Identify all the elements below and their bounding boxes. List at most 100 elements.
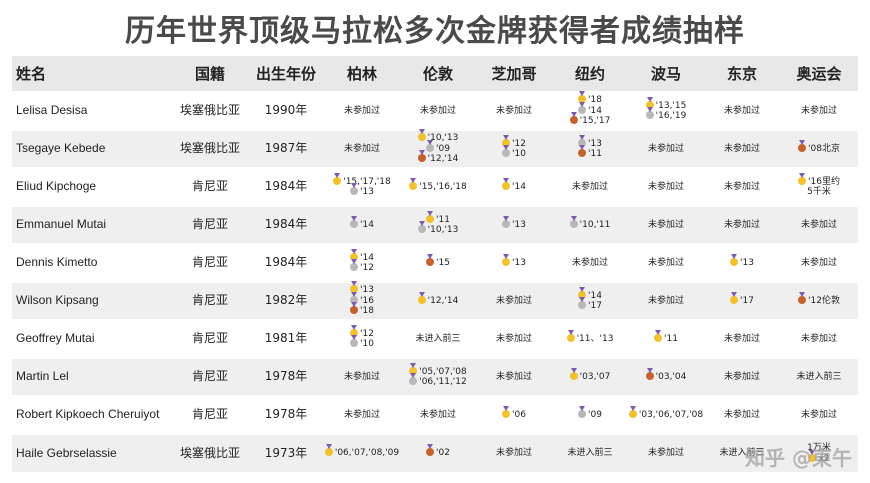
result-entry: '10,'13 xyxy=(400,129,476,143)
birth-year-cell: 1978年 xyxy=(248,357,324,396)
result-entry: 未参加过 xyxy=(324,372,400,382)
result-cell: 未参加过 xyxy=(780,205,858,244)
gold-medal-icon xyxy=(417,129,426,142)
result-text: 5千米 xyxy=(807,187,831,197)
result-entry: 未参加过 xyxy=(324,410,400,420)
silver-medal-icon xyxy=(569,215,578,228)
results-table: 姓名 国籍 出生年份 柏林 伦敦 芝加哥 纽约 波马 东京 奥运会 Lelisa… xyxy=(12,56,858,472)
gold-medal-icon xyxy=(578,91,587,104)
result-cell: '03,'04 xyxy=(628,357,704,396)
col-header-nationality: 国籍 xyxy=(172,56,248,92)
result-cell: 未参加过 xyxy=(704,357,780,396)
result-entry: 未参加过 xyxy=(476,448,552,458)
result-text: '09 xyxy=(588,409,602,420)
athlete-name: Tsegaye Kebede xyxy=(12,129,172,168)
table-row: Tsegaye Kebede 埃塞俄比亚 1987年 未参加过 '10,'13'09'1… xyxy=(12,129,858,168)
result-entry: '15,'17,'18 xyxy=(324,172,400,187)
result-entry: '15,'16,'18 xyxy=(400,177,476,192)
result-text: '14 xyxy=(512,181,526,192)
silver-medal-icon xyxy=(578,101,587,114)
nationality-cell: 肯尼亚 xyxy=(172,357,248,396)
nationality-cell: 肯尼亚 xyxy=(172,395,248,434)
silver-medal-icon xyxy=(578,405,587,418)
silver-medal-icon xyxy=(417,221,426,233)
result-cell: 未参加过 xyxy=(628,243,704,282)
result-cell: '12'10 xyxy=(476,129,552,168)
result-text: '10,'11 xyxy=(579,219,611,230)
result-entry: '16 xyxy=(324,291,400,306)
result-cell: '13 xyxy=(476,205,552,244)
result-text: '03,'04 xyxy=(655,371,687,382)
result-entry: '11、'13 xyxy=(552,329,628,344)
nationality-cell: 肯尼亚 xyxy=(172,281,248,320)
result-cell: '10,'13'09'12,'14 xyxy=(400,129,476,168)
result-text: 未参加过 xyxy=(343,409,380,420)
silver-medal-icon xyxy=(350,335,359,347)
result-cell: 未进入前三 xyxy=(780,357,858,396)
nationality-cell: 肯尼亚 xyxy=(172,167,248,206)
result-entry: 未参加过 xyxy=(704,220,780,230)
result-text: 未参加过 xyxy=(495,333,532,344)
result-text: 未进入前三 xyxy=(796,371,842,382)
result-cell: 未参加过 xyxy=(476,433,552,472)
result-cell: 未参加过 xyxy=(704,167,780,206)
result-entry: '13 xyxy=(476,253,552,268)
result-text: '05,'07,'08 xyxy=(419,366,467,377)
col-header-name: 姓名 xyxy=(12,56,172,92)
result-text: '13 xyxy=(512,257,526,268)
bronze-medal-icon xyxy=(350,302,359,315)
result-cell: 未参加过 xyxy=(476,319,552,358)
result-text: 未参加过 xyxy=(495,371,532,382)
header-row: 姓名 国籍 出生年份 柏林 伦敦 芝加哥 纽约 波马 东京 奥运会 xyxy=(12,56,858,92)
result-cell: 未参加过 xyxy=(552,167,628,206)
result-text: '10 xyxy=(360,339,374,349)
result-text: 未参加过 xyxy=(343,105,380,116)
result-entry: '12伦敦 xyxy=(780,291,858,306)
result-text: '06,'07,'08,'09 xyxy=(334,448,400,459)
result-entry: '14 xyxy=(552,286,628,301)
result-text: 未参加过 xyxy=(723,219,760,230)
result-text: 未参加过 xyxy=(647,295,684,306)
result-text: 未参加过 xyxy=(647,257,684,268)
result-cell: 未进入前三 xyxy=(704,433,780,472)
result-entry: '02 xyxy=(400,444,476,458)
result-text: 未参加过 xyxy=(647,181,684,192)
result-cell: 未参加过 xyxy=(704,91,780,130)
silver-medal-icon xyxy=(645,107,654,119)
result-entry: 未参加过 xyxy=(704,334,780,344)
gold-medal-icon xyxy=(502,405,511,418)
result-entry: 未进入前三 xyxy=(552,448,628,458)
result-entry: '17 xyxy=(704,291,780,306)
result-text: '16 xyxy=(360,295,374,306)
result-entry: '09 xyxy=(400,139,476,154)
result-cell: 未参加过 xyxy=(400,91,476,130)
result-text: '13 xyxy=(740,257,754,268)
result-entry: '12 xyxy=(324,259,400,273)
result-entry: 未参加过 xyxy=(476,372,552,382)
bronze-medal-icon xyxy=(426,444,435,457)
result-text: x2 xyxy=(818,453,830,464)
result-text: 未参加过 xyxy=(647,143,684,154)
col-header-birth-year: 出生年份 xyxy=(248,56,324,92)
result-cell: '12'10 xyxy=(324,319,400,358)
result-entry: '12 xyxy=(324,324,400,339)
result-cell: 未参加过 xyxy=(780,319,858,358)
silver-medal-icon xyxy=(350,291,359,304)
result-entry: '03,'06,'07,'08 xyxy=(628,405,704,420)
result-entry: '16里约 xyxy=(780,172,858,187)
result-text: 未进入前三 xyxy=(567,448,613,459)
result-text: 未参加过 xyxy=(800,333,837,344)
result-cell: '15,'16,'18 xyxy=(400,167,476,206)
result-cell: '13 xyxy=(704,243,780,282)
result-text: '09 xyxy=(436,143,450,154)
col-header-chicago: 芝加哥 xyxy=(476,56,552,92)
result-text: 1万米 xyxy=(807,443,831,454)
nationality-cell: 埃塞俄比亚 xyxy=(172,129,248,168)
result-entry: '12 xyxy=(476,134,552,149)
result-entry: '13 xyxy=(324,183,400,197)
result-text: 未参加过 xyxy=(419,105,456,116)
result-text: '08北京 xyxy=(808,143,840,154)
result-entry: 未参加过 xyxy=(704,182,780,192)
nationality-cell: 肯尼亚 xyxy=(172,243,248,282)
bronze-medal-icon xyxy=(798,139,807,152)
